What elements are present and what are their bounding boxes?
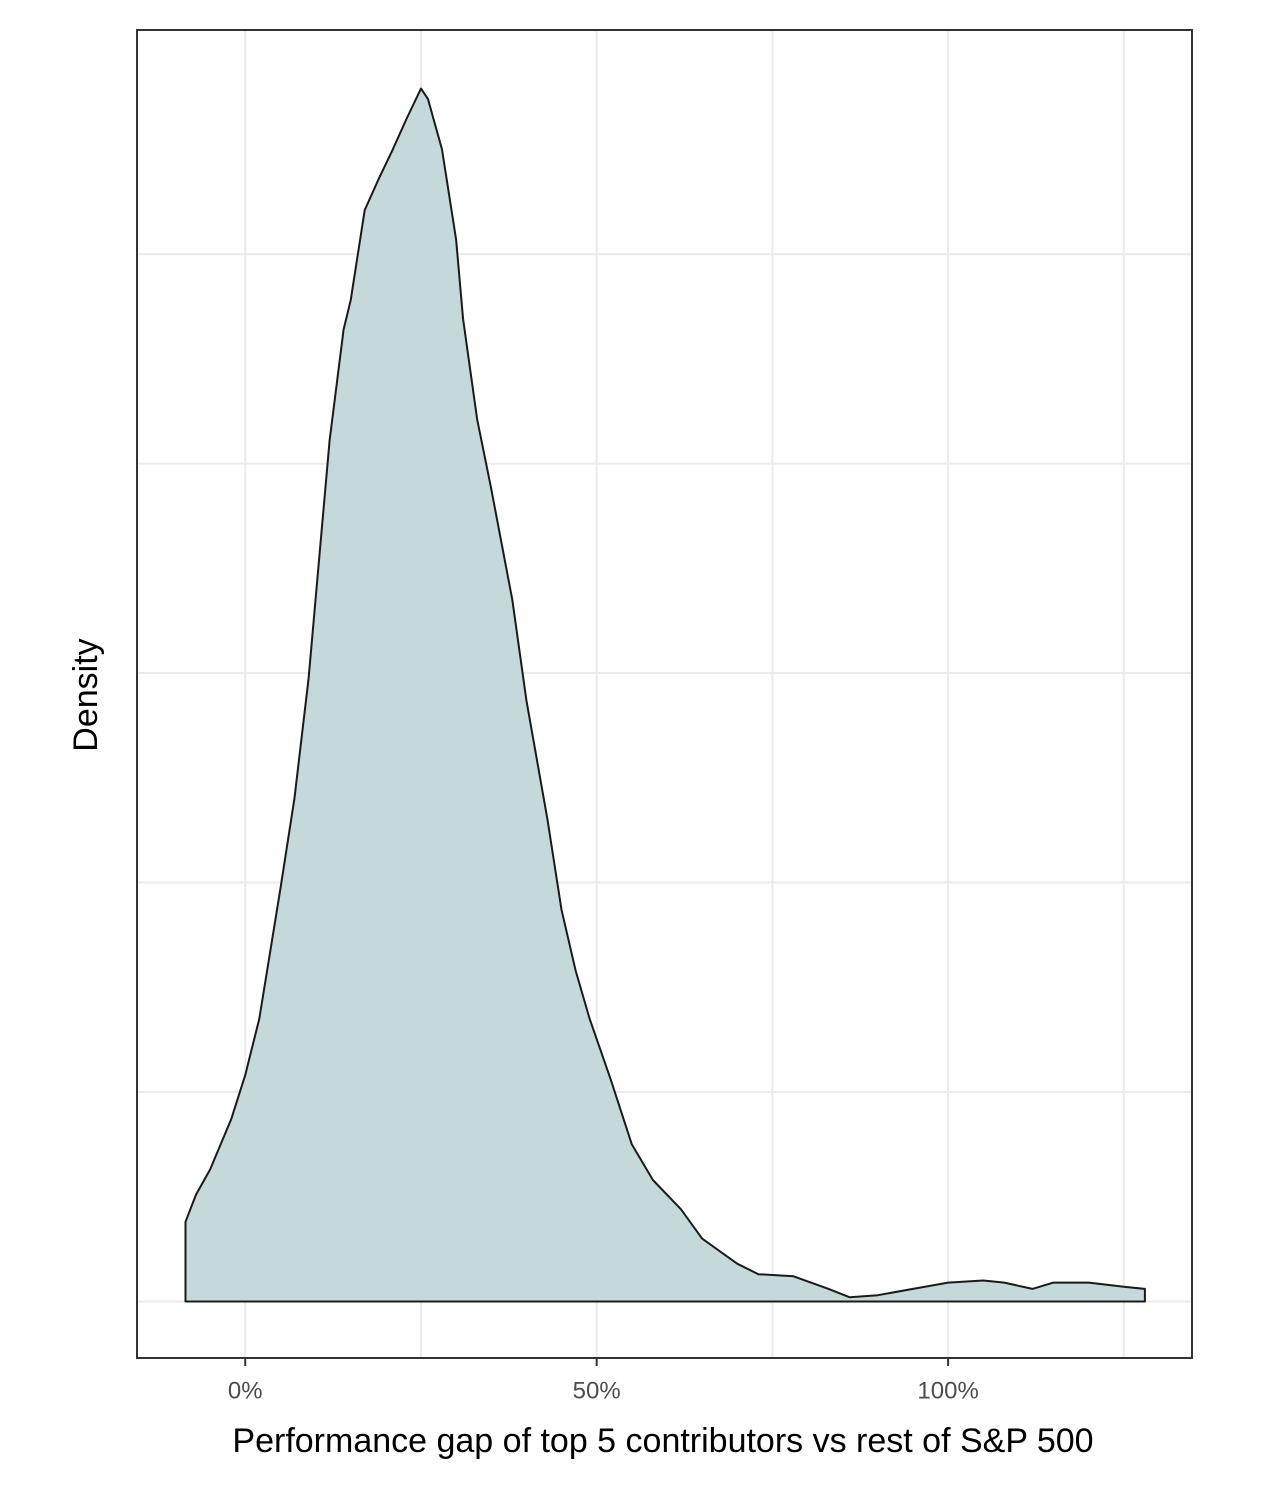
x-tick-label: 0% — [228, 1377, 263, 1404]
x-tick-label: 50% — [573, 1377, 621, 1404]
x-axis-title: Performance gap of top 5 contributors vs… — [232, 1422, 1093, 1460]
y-axis-title: Density — [67, 638, 105, 751]
x-tick-label: 100% — [917, 1377, 978, 1404]
density-area — [184, 87, 1146, 1303]
plot-border — [136, 29, 1193, 1359]
